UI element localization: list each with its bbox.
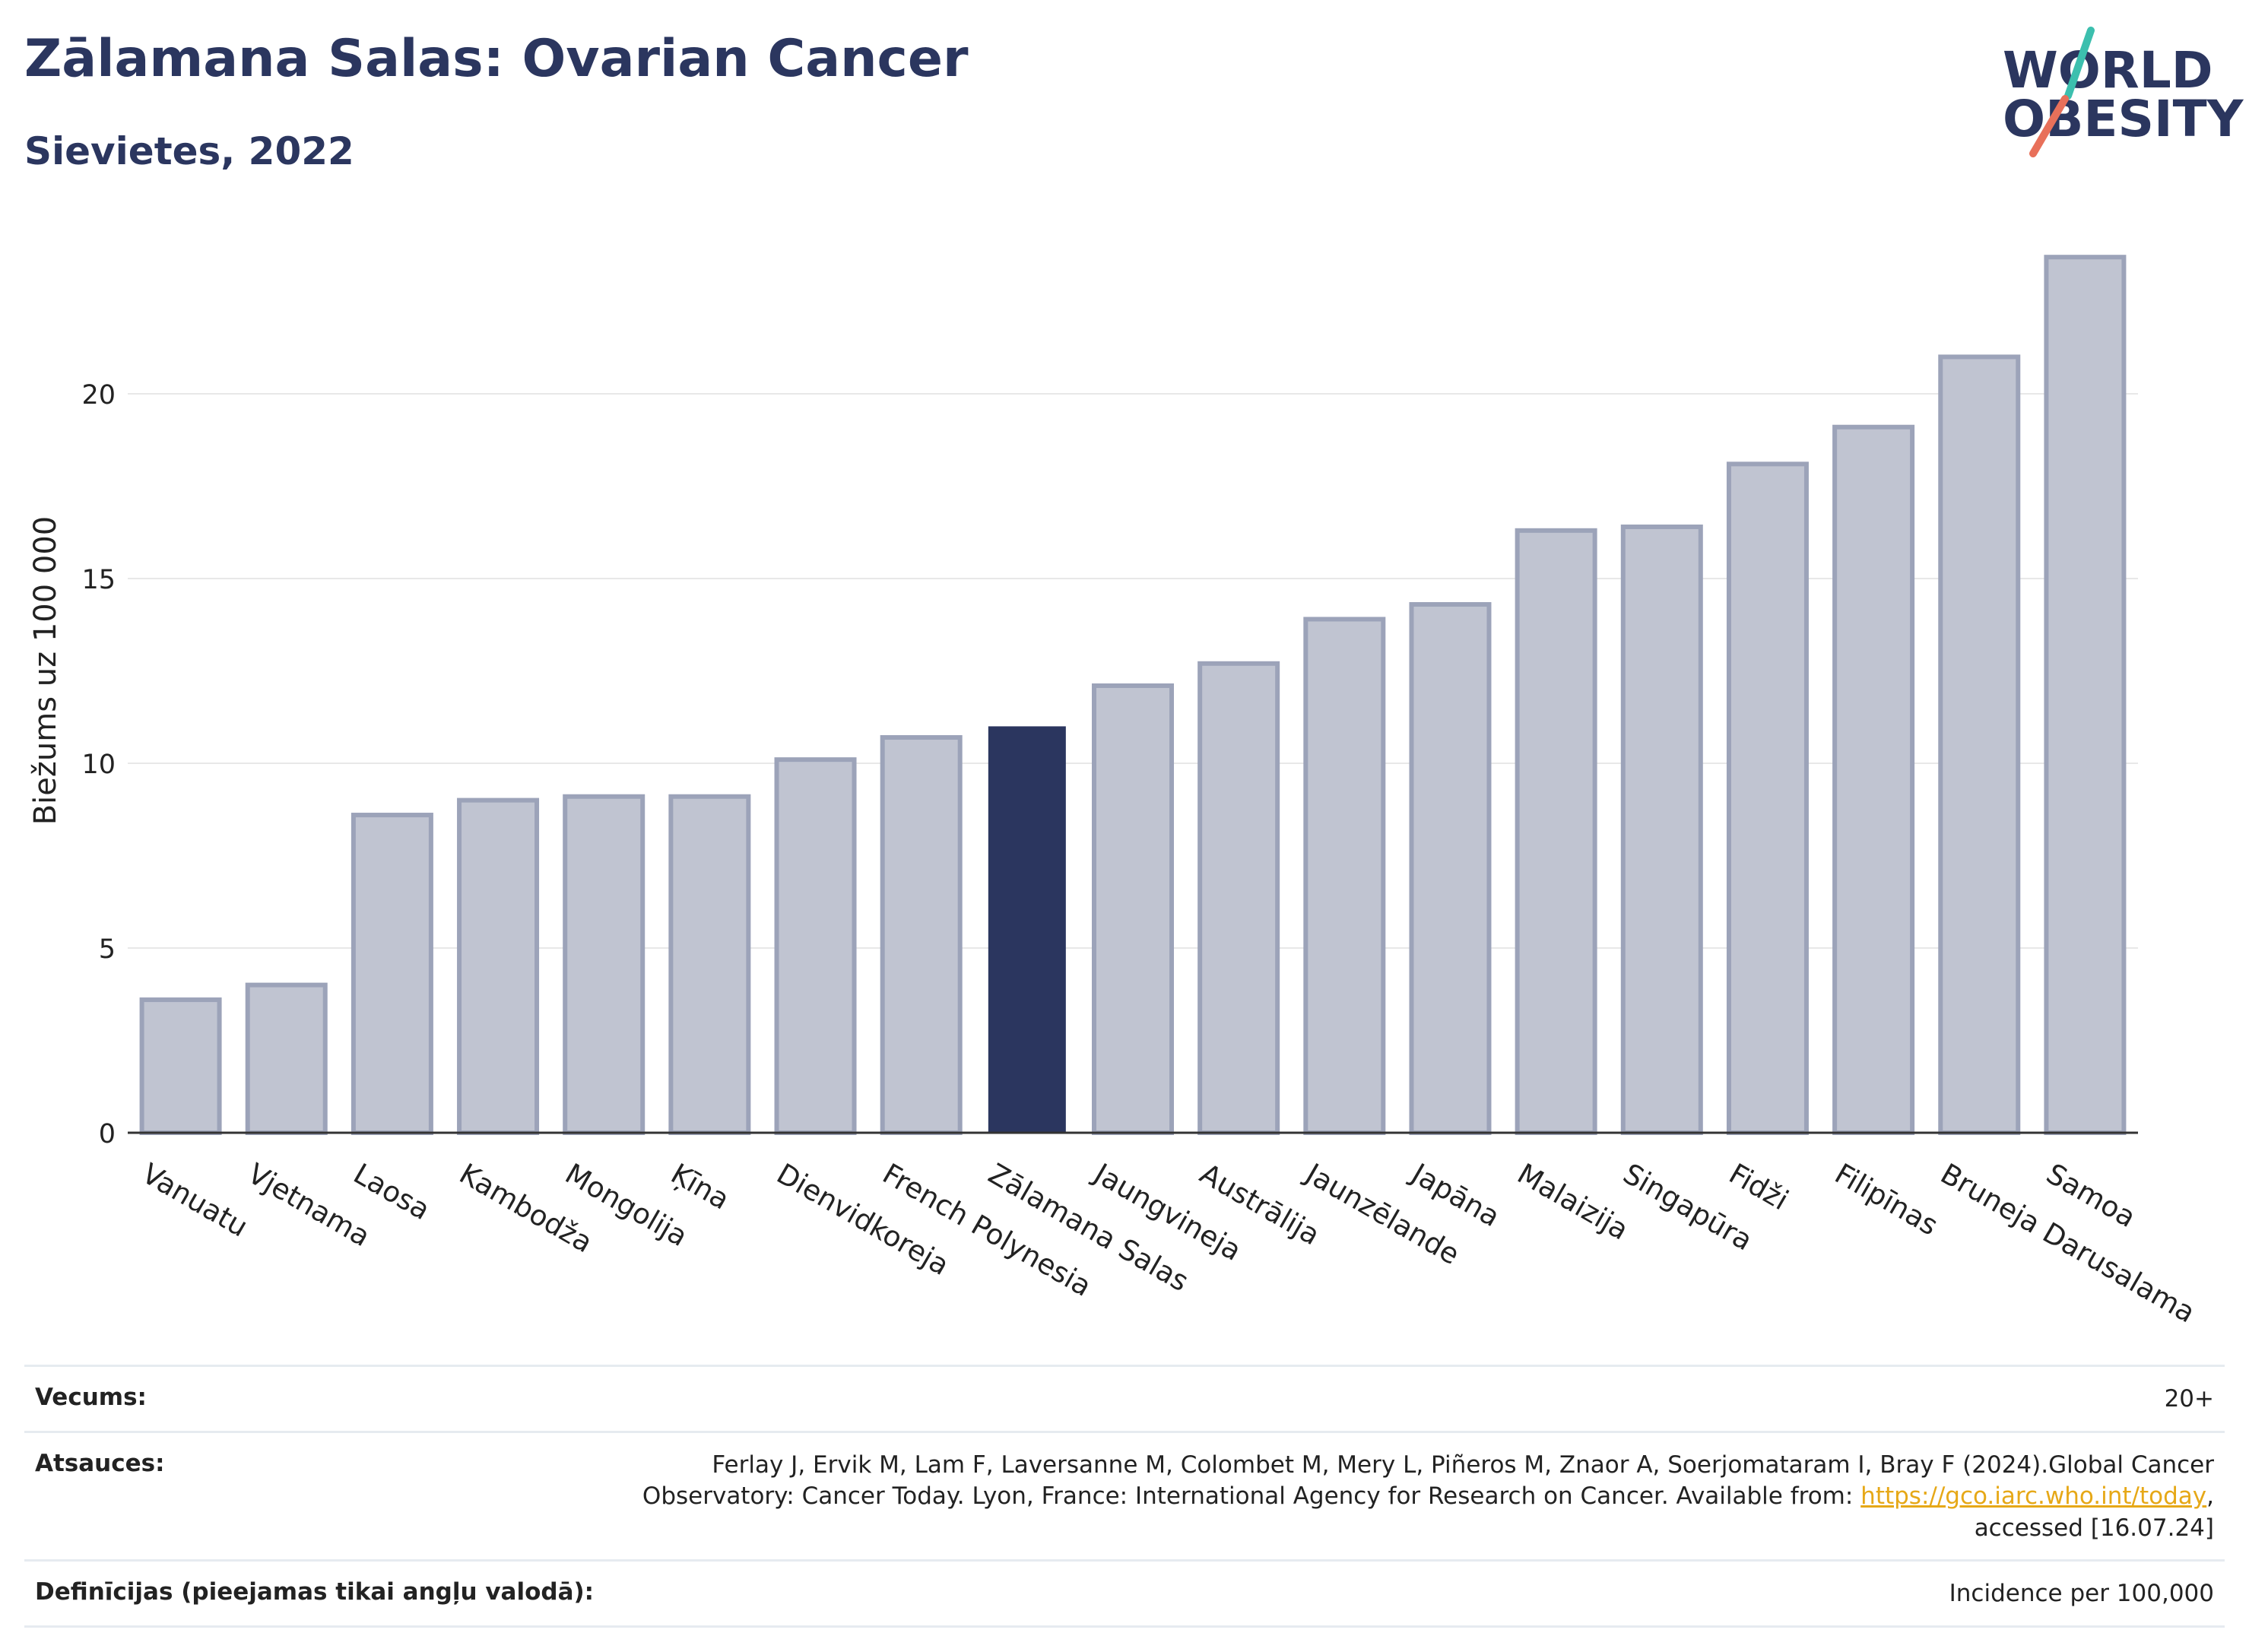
bar [1726, 461, 1809, 1135]
bar [1515, 528, 1597, 1135]
bar [245, 982, 328, 1135]
x-tick-label: Vanuatu [136, 1157, 253, 1244]
references-row: Atsauces: Ferlay J, Ervik M, Lam F, Lave… [24, 1430, 2225, 1560]
age-value: 20+ [2164, 1385, 2214, 1413]
y-tick-label: 20 [81, 380, 116, 411]
bar [457, 797, 540, 1135]
definitions-label: Definīcijas (pieejamas tikai angļu valod… [35, 1578, 595, 1606]
references-line-2: Observatory: Cancer Today. Lyon, France:… [642, 1481, 2214, 1513]
bar [1832, 424, 1915, 1135]
bar [2044, 255, 2127, 1135]
definitions-value: Incidence per 100,000 [1949, 1580, 2214, 1608]
y-tick-labels: 0 5 10 15 20 [81, 380, 116, 1149]
bars [139, 255, 2127, 1136]
y-tick-label: 10 [81, 750, 116, 780]
logo-slash-icon [2029, 27, 2095, 157]
bar [880, 734, 963, 1135]
x-tick-label: Ķīna [665, 1157, 734, 1216]
x-tick-label: Filipīnas [1829, 1157, 1943, 1242]
metadata-table: Vecums: 20+ Atsauces: Ferlay J, Ervik M,… [24, 1365, 2225, 1628]
y-tick-label: 0 [99, 1119, 116, 1149]
bar [668, 794, 751, 1135]
references-line-1: Ferlay J, Ervik M, Lam F, Laversanne M, … [712, 1451, 2214, 1479]
definitions-row: Definīcijas (pieejamas tikai angļu valod… [24, 1559, 2225, 1628]
references-label: Atsauces: [35, 1449, 165, 1477]
bar-highlighted [988, 726, 1066, 1133]
logo-line-1: WORLD [2003, 41, 2213, 100]
bar [139, 997, 222, 1136]
bar [1938, 354, 2021, 1135]
references-line-2-text: Observatory: Cancer Today. Lyon, France:… [642, 1482, 1861, 1511]
bar [1197, 661, 1280, 1135]
bar [1620, 524, 1703, 1135]
bar [1409, 602, 1492, 1135]
chart-title: Zālamana Salas: Ovarian Cancer [24, 29, 969, 89]
references-value: Ferlay J, Ervik M, Lam F, Laversanne M, … [642, 1450, 2214, 1545]
y-tick-label: 15 [81, 565, 116, 595]
bar [351, 813, 433, 1136]
bar [774, 757, 857, 1135]
y-tick-label: 5 [99, 934, 116, 965]
age-label: Vecums: [35, 1384, 147, 1411]
x-tick-label: Malaizija [1512, 1157, 1634, 1246]
bar [1303, 617, 1386, 1135]
references-link[interactable]: https://gco.iarc.who.int/today [1860, 1482, 2207, 1511]
references-line-2-comma: , [2206, 1482, 2214, 1511]
references-line-3: accessed [16.07.24] [1974, 1514, 2214, 1542]
world-obesity-logo: WORLD OBESITY [1992, 23, 2243, 167]
bar [563, 794, 646, 1135]
age-row: Vecums: 20+ [24, 1365, 2225, 1431]
bar [1092, 683, 1174, 1135]
chart-subtitle: Sievietes, 2022 [24, 129, 354, 173]
x-tick-label: Fidži [1724, 1157, 1794, 1216]
